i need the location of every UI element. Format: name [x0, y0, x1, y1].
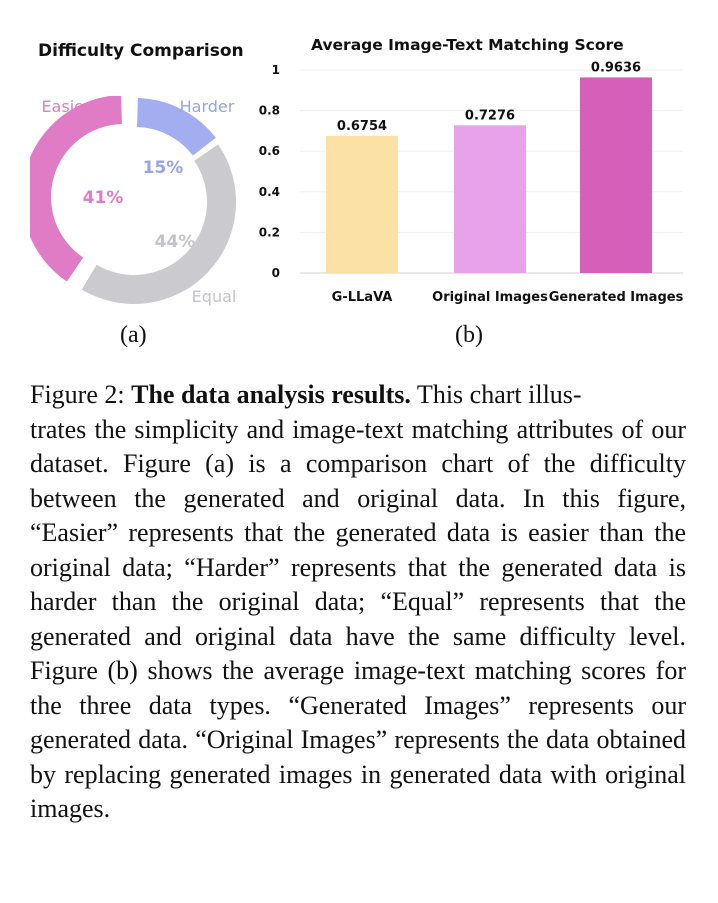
- donut-category-label: Easier: [41, 97, 91, 116]
- figure-caption: Figure 2: The data analysis results. Thi…: [30, 380, 686, 824]
- bar-chart: 0 0.2 0.4 0.6 0.8 1 0.6754 G-LLaVA 0.7276 Origina…: [259, 60, 684, 305]
- donut-slice-easier: [30, 96, 122, 282]
- y-tick-label: 1: [272, 63, 280, 77]
- caption-bold-title: The data analysis results.: [131, 380, 411, 409]
- y-tick-label: 0.2: [259, 225, 280, 239]
- x-tick-label: G-LLaVA: [332, 290, 393, 305]
- subfigure-label-b: (b): [455, 322, 483, 348]
- donut-slice-group: [81, 144, 236, 304]
- x-tick-label: Generated Images: [549, 290, 684, 305]
- donut-value-label: 15%: [143, 158, 184, 178]
- donut-slice-group: [137, 98, 216, 156]
- bar-generated-images: [580, 77, 652, 274]
- bar-value-label: 0.7276: [465, 108, 515, 123]
- subfigure-label-a: (a): [120, 322, 147, 348]
- y-tick-label: 0.4: [259, 185, 280, 199]
- bar-g-llava: [326, 135, 398, 273]
- bar-value-label: 0.9636: [591, 60, 641, 75]
- x-tick-label: Original Images: [432, 290, 548, 305]
- caption-text-start: This chart illus: [410, 380, 573, 409]
- donut-chart: 41% Easier 15% Harder 44% Equal: [30, 96, 237, 306]
- donut-value-label: 41%: [83, 188, 124, 208]
- caption-prefix: Figure 2:: [30, 380, 132, 409]
- donut-category-label: Harder: [180, 97, 235, 116]
- bar-value-label: 0.6754: [337, 119, 387, 134]
- y-tick-label: 0.8: [259, 104, 280, 118]
- donut-category-label: Equal: [192, 287, 237, 306]
- caption-text-rest: trates the simplicity and image-text mat…: [30, 414, 686, 824]
- donut-slice-equal: [81, 144, 236, 304]
- donut-slice-harder: [137, 98, 216, 156]
- y-tick-label: 0.6: [259, 144, 280, 158]
- y-tick-label: 0: [272, 266, 280, 280]
- donut-value-label: 44%: [155, 232, 196, 252]
- donut-chart-title: Difficulty Comparison: [38, 41, 244, 61]
- bar-original-images: [454, 125, 526, 273]
- donut-slice-group: [30, 96, 122, 282]
- bar-chart-title: Average Image-Text Matching Score: [311, 36, 624, 54]
